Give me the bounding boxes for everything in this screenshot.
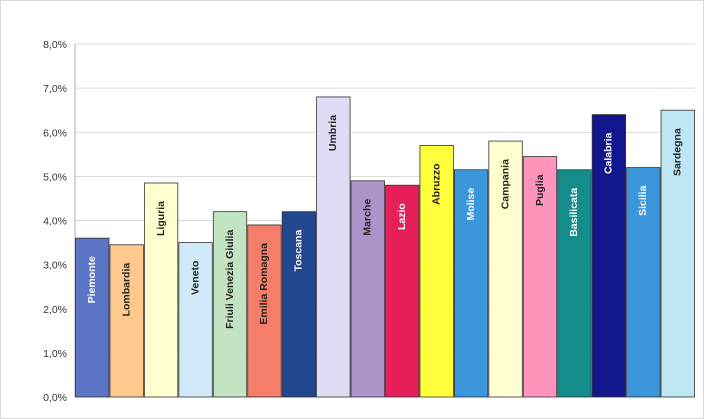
gridlines — [75, 43, 695, 398]
bar-label: Sicilia — [637, 185, 649, 216]
bar-sicilia — [626, 167, 661, 398]
bar-label: Campania — [499, 159, 511, 209]
y-tick-label: 3,0% — [43, 260, 67, 272]
bars — [75, 96, 695, 398]
bar-marche — [350, 180, 385, 398]
bar-label: Basilicata — [568, 188, 580, 237]
bar-umbria — [316, 96, 351, 398]
bar-friuli-venezia-giulia — [212, 211, 248, 398]
bar-lombardia — [109, 244, 144, 398]
bar-label: Friuli Venezia Giulia — [224, 230, 236, 329]
bar-toscana — [281, 211, 317, 398]
bar-label: Molise — [465, 188, 477, 221]
bar-label: Abruzzo — [430, 163, 442, 204]
bar-label: Liguria — [155, 201, 167, 236]
bar-labels: Piemonte Lombardia Liguria Veneto Friuli Ven… — [86, 115, 684, 329]
bar-label: Piemonte — [86, 256, 98, 303]
bar-label: Puglia — [534, 174, 546, 206]
bar-calabria — [591, 114, 627, 398]
bar-sardegna — [660, 109, 695, 398]
bar-label: Lombardia — [120, 263, 132, 317]
bar-campania — [488, 140, 523, 398]
bar-label: Veneto — [189, 261, 201, 295]
y-tick-label: 7,0% — [43, 83, 67, 95]
y-tick-label: 5,0% — [43, 171, 67, 183]
bar-piemonte — [75, 237, 110, 398]
y-tick-label: 6,0% — [43, 127, 67, 139]
bar-label: Calabria — [603, 132, 615, 174]
bar-veneto — [178, 242, 213, 398]
bar-label: Marche — [362, 199, 374, 236]
bar-liguria — [143, 182, 179, 398]
bar-label: Emilia Romagna — [258, 243, 270, 325]
y-axis: 0,0% 1,0% 2,0% 3,0% 4,0% 5,0% 6,0% 7,0% 8,0% — [43, 39, 76, 404]
bar-basilicata — [557, 169, 592, 398]
y-tick-label: 8,0% — [43, 39, 67, 51]
y-tick-label: 0,0% — [43, 392, 67, 404]
bar-abruzzo — [419, 145, 454, 398]
bar-puglia — [522, 156, 558, 398]
bar-label: Lazio — [396, 203, 408, 230]
y-tick-label: 1,0% — [43, 348, 67, 360]
y-tick-label: 4,0% — [43, 216, 67, 228]
bar-label: Toscana — [293, 230, 305, 272]
y-tick-label: 2,0% — [43, 304, 67, 316]
bar-label: Umbria — [327, 115, 339, 151]
bar-molise — [453, 169, 489, 398]
bar-lazio — [385, 184, 420, 398]
bar-label: Sardegna — [672, 128, 684, 176]
bar-emilia-romagna — [247, 224, 282, 398]
